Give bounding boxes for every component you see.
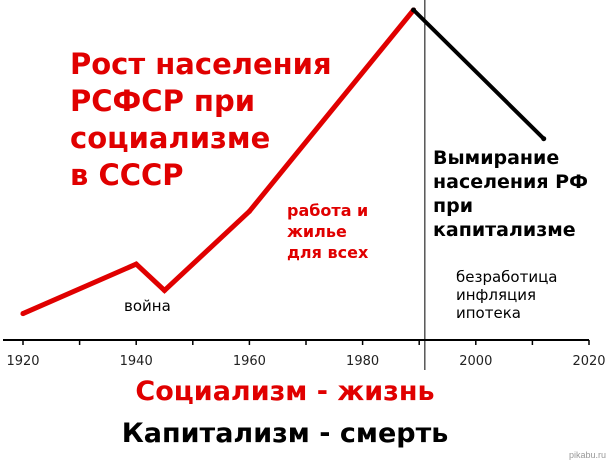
data-point [20, 311, 26, 317]
socialism-title-line: Рост населения [70, 47, 332, 81]
socialism-note: работа и жилье для всех [287, 200, 368, 263]
socialism-title-line: в СССР [70, 158, 184, 192]
capitalism-note-line: ипотека [456, 304, 521, 322]
series-line-1 [411, 8, 546, 141]
data-point [541, 136, 547, 142]
war-label: война [124, 297, 171, 315]
socialism-title-line: РСФСР при [70, 84, 256, 118]
x-tick-label: 1920 [6, 354, 39, 369]
capitalism-note-line: инфляция [456, 286, 536, 304]
socialism-title-line: социализме [70, 121, 271, 155]
capitalism-title-line: Вымирание [433, 147, 560, 169]
x-tick-label: 1940 [120, 354, 153, 369]
socialism-title: Рост населения РСФСР при социализме в СС… [70, 46, 332, 194]
capitalism-title-line: населения РФ [433, 171, 588, 193]
socialism-note-line: для всех [287, 243, 369, 262]
socialism-note-line: работа и [287, 201, 369, 220]
capitalism-note: безработица инфляция ипотека [456, 268, 557, 322]
data-point [411, 7, 417, 13]
slogan-socialism: Социализм - жизнь [135, 376, 435, 407]
capitalism-title-line: капитализме [433, 219, 576, 241]
slogan-capitalism: Капитализм - смерть [121, 418, 449, 449]
data-point [246, 208, 252, 214]
capitalism-title: Вымирание населения РФ при капитализме [433, 146, 588, 242]
x-tick-label: 2000 [459, 354, 492, 369]
data-point [162, 288, 167, 293]
capitalism-title-line: при [433, 195, 474, 217]
capitalism-note-line: безработица [456, 268, 558, 286]
x-tick-label: 1980 [346, 354, 379, 369]
x-tick-label: 2020 [572, 354, 605, 369]
socialism-note-line: жилье [287, 222, 347, 241]
x-tick-label: 1960 [233, 354, 266, 369]
watermark: pikabu.ru [568, 450, 606, 460]
data-point [133, 261, 139, 267]
